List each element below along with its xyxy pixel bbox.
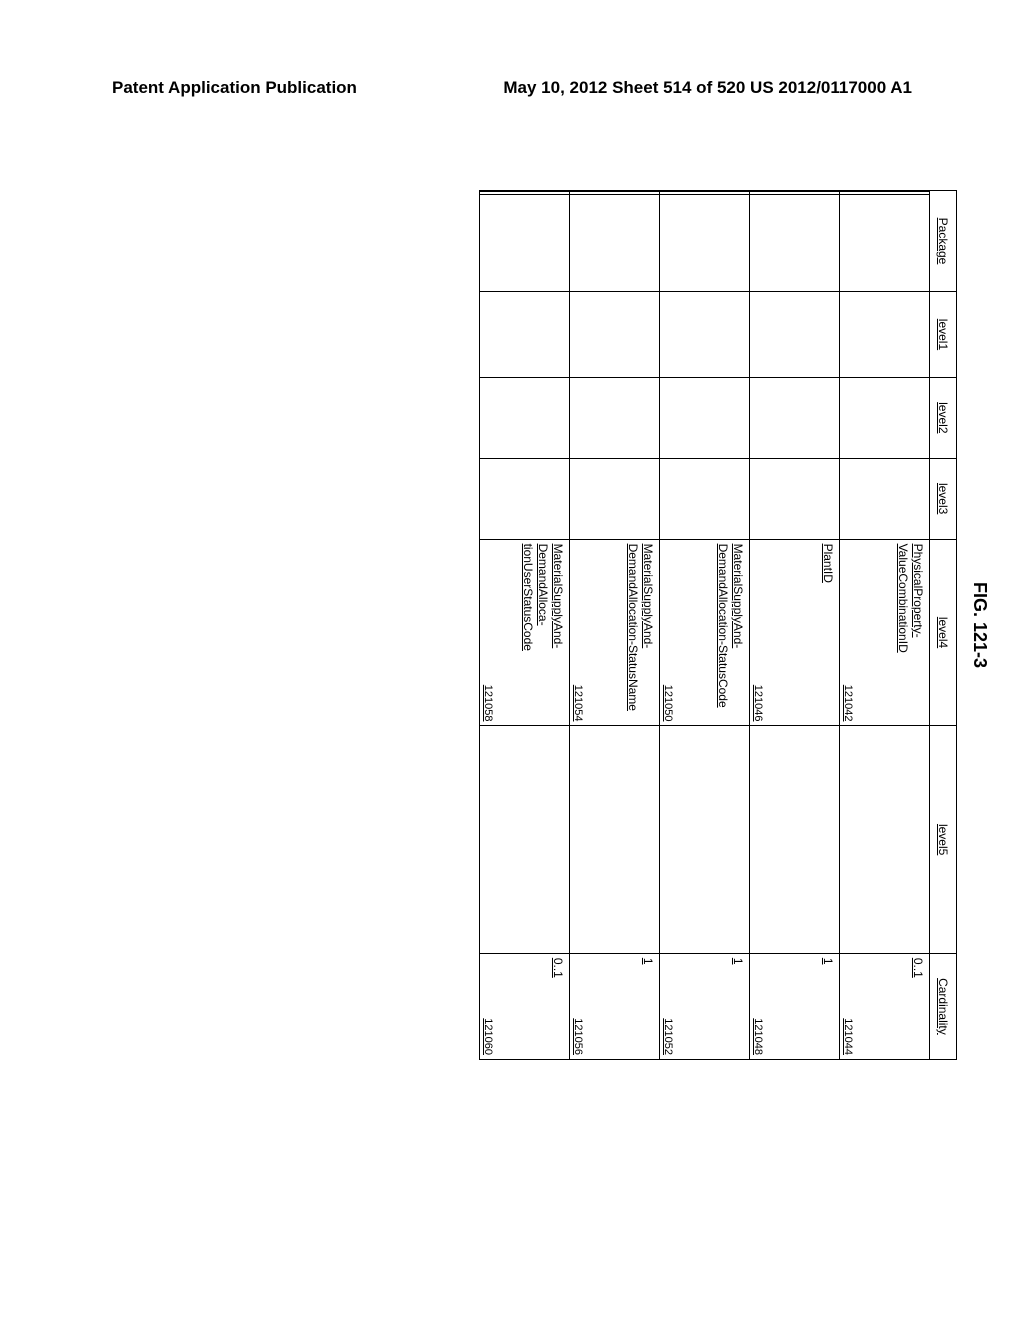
col-header-level2: level2	[930, 377, 957, 458]
cell-level1	[660, 292, 750, 378]
level4-ref: 121054	[572, 685, 584, 722]
col-header-level4: level4	[930, 539, 957, 726]
cell-cardinality: 0..1 121060	[480, 953, 570, 1059]
table-row: PlantID 121046 1 121048	[750, 191, 840, 1060]
cardinality-text: 1	[730, 958, 745, 1055]
cardinality-ref: 121060	[482, 1018, 494, 1055]
level4-text: PhysicalProperty-ValueCombinationID	[895, 544, 925, 722]
cardinality-text: 0..1	[550, 958, 565, 1055]
cell-level5	[570, 726, 660, 953]
cell-level4: PhysicalProperty-ValueCombinationID 12104…	[840, 539, 930, 726]
cardinality-text: 0..1	[910, 958, 925, 1055]
cell-package	[840, 191, 930, 292]
cell-level4: PlantID 121046	[750, 539, 840, 726]
table-row: MaterialSupplyAnd-DemandAllocation-Statu…	[570, 191, 660, 1060]
table-header-row: Package level1 level2 level3 level4 leve…	[930, 191, 957, 1060]
cell-level2	[750, 377, 840, 458]
figure-content: FIG. 121-3 Package level1 level2 level3 …	[100, 290, 990, 960]
header-left: Patent Application Publication	[112, 78, 357, 98]
cell-level5	[840, 726, 930, 953]
level4-ref: 121046	[752, 685, 764, 722]
col-header-level1: level1	[930, 292, 957, 378]
cell-level1	[750, 292, 840, 378]
table-row: PhysicalProperty-ValueCombinationID 12104…	[840, 191, 930, 1060]
level4-text: MaterialSupplyAnd-DemandAllocation-Statu…	[625, 544, 655, 722]
cell-level2	[570, 377, 660, 458]
cardinality-ref: 121048	[752, 1018, 764, 1055]
cell-cardinality: 1 121056	[570, 953, 660, 1059]
table-row: MaterialSupplyAnd-DemandAllocation-Statu…	[660, 191, 750, 1060]
cell-level3	[480, 458, 570, 539]
cell-level4: MaterialSupplyAnd-DemandAlloca-tionUserS…	[480, 539, 570, 726]
level4-text: MaterialSupplyAnd-DemandAlloca-tionUserS…	[520, 544, 565, 722]
level4-ref: 121058	[482, 685, 494, 722]
header-right: May 10, 2012 Sheet 514 of 520 US 2012/01…	[503, 78, 912, 98]
figure-title: FIG. 121-3	[969, 290, 990, 960]
cardinality-ref: 121052	[662, 1018, 674, 1055]
cell-level5	[480, 726, 570, 953]
col-header-level3: level3	[930, 458, 957, 539]
cell-cardinality: 1 121052	[660, 953, 750, 1059]
cell-level5	[750, 726, 840, 953]
cell-level2	[840, 377, 930, 458]
cardinality-ref: 121056	[572, 1018, 584, 1055]
level4-ref: 121042	[842, 685, 854, 722]
cell-level1	[840, 292, 930, 378]
cardinality-text: 1	[640, 958, 655, 1055]
cell-package	[750, 191, 840, 292]
level4-ref: 121050	[662, 685, 674, 722]
cell-level1	[480, 292, 570, 378]
cell-level2	[660, 377, 750, 458]
cell-package	[570, 191, 660, 292]
level4-text: MaterialSupplyAnd-DemandAllocation-Statu…	[715, 544, 745, 722]
cell-level3	[840, 458, 930, 539]
cell-cardinality: 1 121048	[750, 953, 840, 1059]
cell-package	[480, 191, 570, 292]
cell-level5	[660, 726, 750, 953]
table-row: MaterialSupplyAnd-DemandAlloca-tionUserS…	[480, 191, 570, 1060]
cardinality-ref: 121044	[842, 1018, 854, 1055]
cell-package	[660, 191, 750, 292]
cell-level2	[480, 377, 570, 458]
schema-table: Package level1 level2 level3 level4 leve…	[479, 190, 957, 1060]
cell-cardinality: 0..1 121044	[840, 953, 930, 1059]
cardinality-text: 1	[820, 958, 835, 1055]
level4-text: PlantID	[820, 544, 835, 722]
col-header-cardinality: Cardinality	[930, 953, 957, 1059]
cell-level1	[570, 292, 660, 378]
cell-level3	[750, 458, 840, 539]
cell-level3	[660, 458, 750, 539]
col-header-package: Package	[930, 191, 957, 292]
cell-level4: MaterialSupplyAnd-DemandAllocation-Statu…	[570, 539, 660, 726]
cell-level3	[570, 458, 660, 539]
cell-level4: MaterialSupplyAnd-DemandAllocation-Statu…	[660, 539, 750, 726]
col-header-level5: level5	[930, 726, 957, 953]
